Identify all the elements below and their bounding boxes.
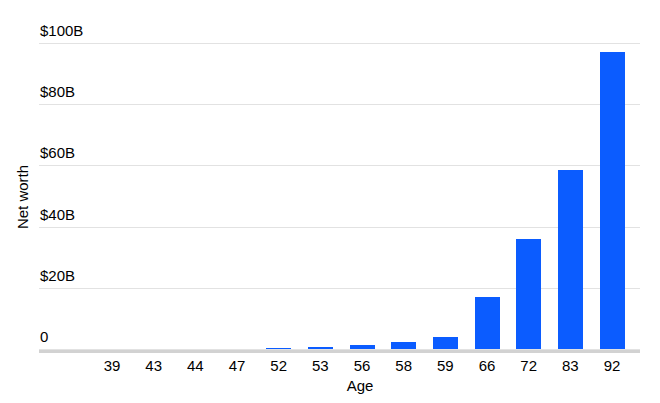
x-axis-title: Age (347, 377, 374, 394)
x-tick-label: 56 (354, 357, 371, 374)
y-tick-label: $60B (40, 145, 75, 161)
bar-age-53 (308, 347, 333, 349)
y-tick-label: 0 (40, 329, 48, 345)
y-tick-label: $40B (40, 207, 75, 223)
gridline-60B (39, 165, 640, 166)
x-tick-label: 47 (229, 357, 246, 374)
plot-area: 0 $20B $40B $60B $80B $100B 39 43 44 47 52 53 56 58 59… (39, 0, 640, 403)
x-tick-label: 44 (187, 357, 204, 374)
x-tick-label: 83 (562, 357, 579, 374)
x-tick-label: 58 (395, 357, 412, 374)
x-tick-label: 72 (520, 357, 537, 374)
y-tick-label: $100B (40, 23, 83, 39)
gridline-20B (39, 288, 640, 289)
x-tick-label: 66 (479, 357, 496, 374)
bar-age-52 (266, 348, 291, 349)
x-tick-label: 59 (437, 357, 454, 374)
y-tick-label: $20B (40, 268, 75, 284)
y-axis-title: Net worth (14, 165, 31, 229)
y-tick-label: $80B (40, 84, 75, 100)
gridline-40B (39, 227, 640, 228)
bar-age-66 (475, 297, 500, 349)
bar-age-72 (516, 239, 541, 349)
bar-age-59 (433, 337, 458, 349)
bar-age-58 (391, 342, 416, 349)
bar-age-92 (600, 52, 625, 349)
bar-age-83 (558, 170, 583, 349)
net-worth-by-age-bar-chart: Net worth 0 $20B $40B $60B $80B $100B 39 43 44 47… (0, 0, 660, 403)
gridline-80B (39, 104, 640, 105)
bar-age-56 (350, 345, 375, 349)
x-axis-line (39, 350, 640, 353)
x-tick-label: 43 (145, 357, 162, 374)
x-tick-label: 39 (104, 357, 121, 374)
x-tick-label: 52 (270, 357, 287, 374)
x-tick-label: 53 (312, 357, 329, 374)
x-tick-label: 92 (604, 357, 621, 374)
gridline-100B (39, 43, 640, 44)
